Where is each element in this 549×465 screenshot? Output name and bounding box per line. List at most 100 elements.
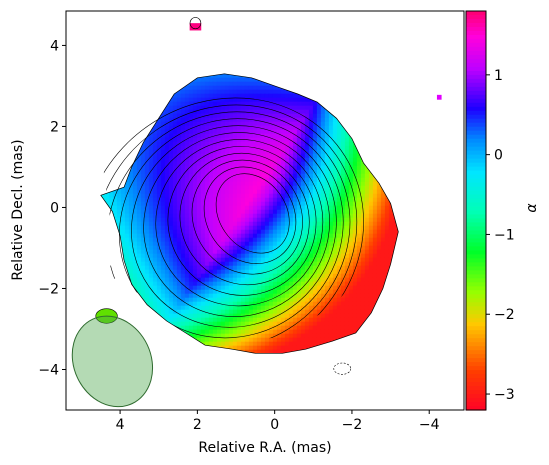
map-pixel [308,185,314,191]
map-pixel [220,221,226,227]
map-pixel [312,225,318,231]
map-pixel [248,141,254,147]
map-pixel [228,81,234,87]
map-pixel [296,137,302,143]
map-pixel [148,301,154,307]
map-pixel [396,221,399,227]
map-pixel [316,237,322,243]
map-pixel [264,133,270,139]
map-pixel [249,66,254,71]
map-pixel [100,73,102,75]
map-pixel [120,133,126,139]
map-pixel [212,177,218,183]
map-pixel [212,257,218,263]
map-pixel [296,217,302,223]
map-pixel [256,305,262,311]
map-pixel [360,193,366,199]
map-pixel [384,301,390,307]
map-pixel [332,121,338,127]
map-pixel [300,73,306,75]
map-pixel [180,201,186,207]
map-pixel [232,277,238,283]
map-pixel [240,133,246,139]
map-pixel [396,265,399,271]
map-pixel [348,173,354,179]
map-pixel [328,85,334,91]
map-pixel [124,81,130,87]
map-pixel [104,85,110,91]
map-pixel [272,241,278,247]
map-pixel [264,193,270,199]
map-pixel [204,237,210,243]
map-pixel [272,309,278,315]
map-pixel [108,197,114,203]
map-pixel [368,149,374,155]
map-pixel [220,309,226,315]
map-pixel [140,85,146,91]
map-pixel [376,105,382,111]
map-pixel [212,285,218,291]
map-pixel [392,253,398,259]
map-pixel [140,93,146,99]
map-pixel [152,257,158,263]
map-pixel [312,193,318,199]
map-pixel [256,213,262,219]
map-pixel [364,177,370,183]
map-pixel [196,85,202,91]
map-pixel [172,213,178,219]
map-pixel [316,149,322,155]
map-pixel [168,133,174,139]
map-pixel [264,109,270,115]
map-pixel [292,165,298,171]
map-pixel [348,209,354,215]
map-pixel [260,93,266,99]
map-pixel [172,237,178,243]
map-pixel [356,85,362,91]
map-pixel [196,161,202,167]
map-pixel [212,277,218,283]
map-pixel [396,289,399,295]
map-pixel [324,161,330,167]
map-pixel [264,149,270,155]
map-pixel [256,197,262,203]
map-pixel [228,105,234,111]
map-pixel [156,141,162,147]
map-pixel [272,245,278,251]
map-pixel [360,185,366,191]
map-pixel [324,109,330,115]
map-pixel [184,85,190,91]
map-pixel [100,85,102,91]
map-pixel [256,165,262,171]
map-pixel [184,225,190,231]
map-pixel [164,281,170,287]
map-pixel [268,301,274,307]
map-pixel [384,281,390,287]
map-pixel [288,169,294,175]
map-pixel [164,77,170,83]
map-pixel [296,153,302,159]
map-pixel [196,229,202,235]
map-pixel [376,245,382,251]
map-pixel [344,305,350,311]
map-pixel [380,313,386,319]
map-pixel [224,73,230,79]
map-pixel [228,77,234,83]
map-pixel [276,137,282,143]
map-pixel [184,265,190,271]
map-pixel [405,122,410,127]
map-pixel [401,162,406,167]
map-pixel [240,209,246,215]
map-pixel [148,253,154,259]
map-pixel [200,237,206,243]
map-pixel [284,309,290,315]
map-pixel [136,289,142,295]
map-pixel [396,309,399,315]
map-pixel [332,265,338,271]
map-pixel [168,161,174,167]
map-pixel [340,197,346,203]
map-pixel [212,145,218,151]
map-pixel [160,109,166,115]
map-pixel [276,193,282,199]
map-pixel [176,289,182,295]
map-pixel [204,121,210,127]
